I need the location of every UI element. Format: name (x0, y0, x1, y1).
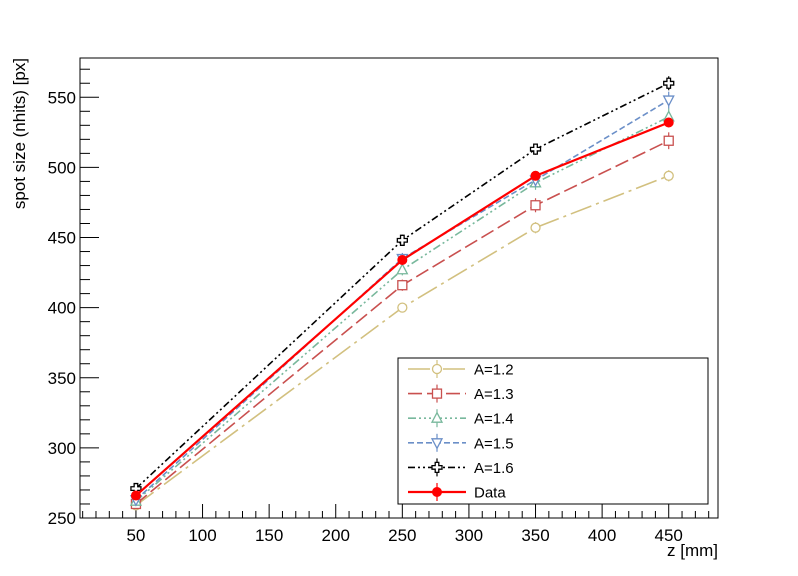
x-tick-label: 350 (521, 526, 549, 545)
legend-label: Data (474, 485, 506, 502)
x-tick-label: 300 (455, 526, 483, 545)
y-axis-label: spot size (nhits) [px] (10, 58, 29, 209)
series-layer (129, 76, 675, 511)
series-line (135, 82, 670, 490)
series-line (135, 140, 670, 505)
data-point (663, 117, 674, 128)
frame (79, 57, 719, 519)
data-point (530, 222, 541, 233)
x-tick-label: 50 (126, 526, 145, 545)
series-data (130, 117, 674, 501)
x-tick-label: 400 (588, 526, 616, 545)
y-tick-label: 550 (48, 88, 76, 107)
legend-entry: A=1.5 (408, 433, 514, 452)
legend-marker (431, 461, 443, 474)
legend-entry: A=1.2 (408, 360, 514, 379)
y-tick-label: 300 (48, 439, 76, 458)
data-point (529, 143, 542, 155)
legend-entry: A=1.3 (408, 384, 514, 403)
legend-label: A=1.6 (474, 460, 514, 477)
data-point (396, 262, 409, 275)
data-point (530, 200, 541, 211)
data-point (130, 490, 141, 501)
legend-label: A=1.3 (474, 386, 514, 403)
x-tick-label: 100 (188, 526, 216, 545)
series-line (135, 116, 670, 502)
data-point (397, 302, 408, 313)
legend-box (397, 357, 709, 505)
x-axis-label: z [mm] (667, 541, 718, 560)
data-point (396, 234, 408, 246)
data-point (397, 254, 408, 265)
data-point (663, 135, 674, 146)
y-tick-label: 250 (48, 509, 76, 528)
legend-marker (432, 487, 442, 497)
x-tick-label: 250 (388, 526, 416, 545)
legend-label: A=1.5 (474, 435, 514, 452)
legend-entry: A=1.4 (408, 409, 514, 428)
legend-label: A=1.4 (474, 411, 514, 428)
data-point (663, 170, 674, 181)
series-line (135, 121, 670, 497)
data-point (662, 95, 675, 107)
x-tick-label: 150 (255, 526, 283, 545)
legend-entry: Data (408, 483, 506, 502)
legend-marker (431, 363, 443, 375)
legend-marker (431, 388, 443, 399)
series-line (135, 99, 670, 501)
data-point (663, 77, 675, 89)
x-tick-label: 450 (655, 526, 683, 545)
data-point (397, 280, 408, 291)
legend-entry: A=1.6 (408, 458, 514, 477)
legend-label: A=1.2 (474, 362, 514, 379)
y-tick-label: 500 (48, 158, 76, 177)
axes: 50 100 150 200 250 300 350 400 450 250 300 350 400 45… (48, 68, 710, 545)
legend-marker (430, 438, 444, 450)
y-tick-label: 350 (48, 369, 76, 388)
y-tick-label: 450 (48, 229, 76, 248)
x-tick-label: 200 (322, 526, 350, 545)
data-point (530, 170, 541, 181)
legend: A=1.2 A=1.3 A=1.4 A=1.5 A=1.6 Data (397, 357, 709, 505)
series-a-1-6 (130, 76, 675, 495)
y-tick-label: 400 (48, 299, 76, 318)
legend-marker (430, 411, 444, 423)
